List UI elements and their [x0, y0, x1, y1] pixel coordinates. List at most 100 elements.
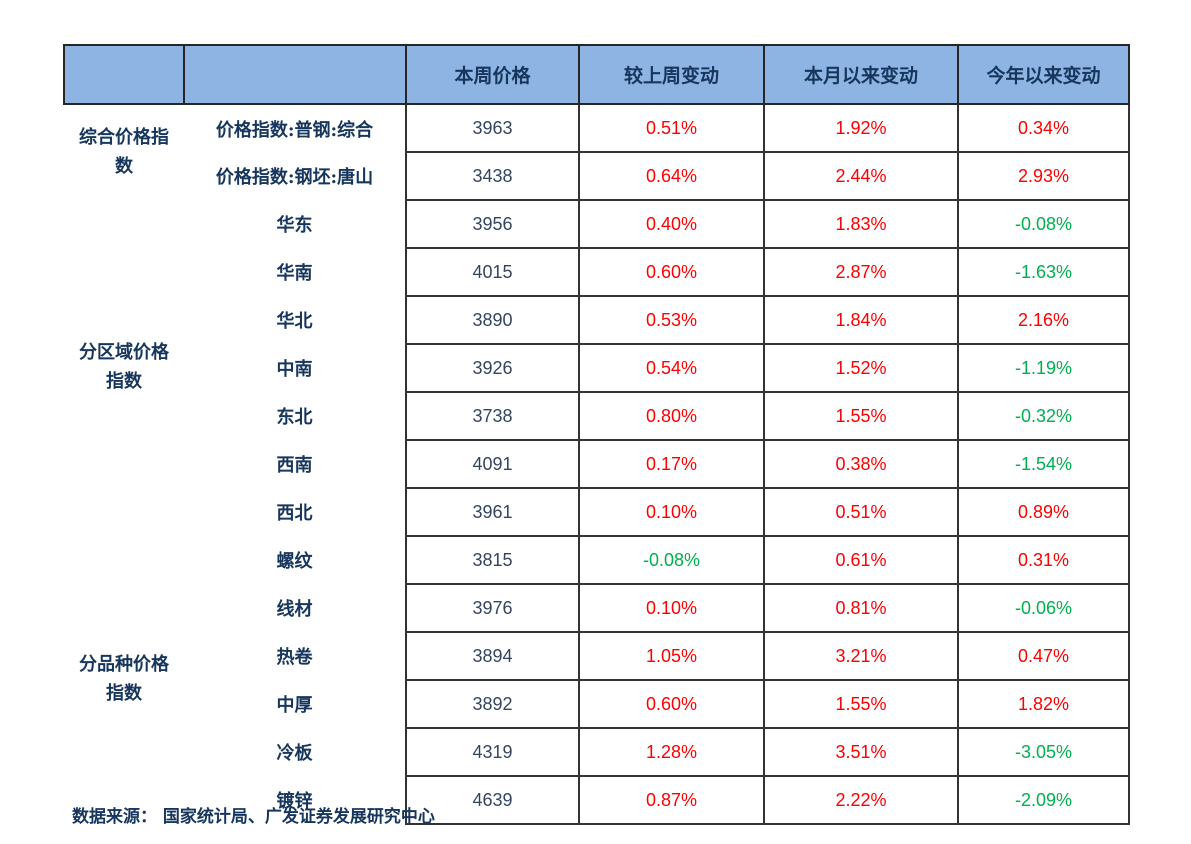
price-index-table-body: 综合价格指数 价格指数:普钢:综合 3963 0.51% 1.92% 0.34% 价格指数:… — [64, 103, 1130, 825]
wow-change-cell: -0.08% — [578, 535, 765, 585]
item-label-cell: 华东 — [276, 215, 313, 236]
wow-change-cell: 1.28% — [578, 727, 765, 777]
wow-change-cell: 0.17% — [578, 439, 765, 489]
ytd-change-cell: 0.31% — [957, 535, 1130, 585]
item-label-cell: 华北 — [276, 311, 313, 332]
item-label-cell: 冷板 — [276, 743, 313, 764]
table-header: 本周价格 较上周变动 本月以来变动 今年以来变动 — [63, 44, 1130, 105]
header-row: 本周价格 较上周变动 本月以来变动 今年以来变动 — [63, 44, 1130, 105]
week-price-cell: 3738 — [405, 391, 580, 441]
table-row: 华南 4015 0.60% 2.87% -1.63% — [64, 247, 1130, 297]
wow-change-cell: 0.54% — [578, 343, 765, 393]
mtd-change-cell: 0.51% — [763, 487, 959, 537]
mtd-change-cell: 2.44% — [763, 151, 959, 201]
table-row: 价格指数:钢坯:唐山 3438 0.64% 2.44% 2.93% — [64, 151, 1130, 201]
header-cell-blank-group — [63, 44, 185, 105]
item-label-cell: 镀锌 — [276, 791, 313, 812]
ytd-change-cell: -3.05% — [957, 727, 1130, 777]
item-label-cell: 西南 — [276, 455, 313, 476]
ytd-change-cell: 2.16% — [957, 295, 1130, 345]
group-label-cell: 综合价格指数 — [64, 104, 184, 200]
wow-change-cell: 0.10% — [578, 583, 765, 633]
price-index-table-wrap: 本周价格 较上周变动 本月以来变动 今年以来变动 综合价格指数 价格指数:普钢:综… — [63, 44, 1130, 825]
table-row: 线材 3976 0.10% 0.81% -0.06% — [64, 583, 1130, 633]
week-price-cell: 3961 — [405, 487, 580, 537]
week-price-cell: 4091 — [405, 439, 580, 489]
week-price-cell: 3890 — [405, 295, 580, 345]
header-cell-wow-change: 较上周变动 — [578, 44, 765, 105]
mtd-change-cell: 1.83% — [763, 199, 959, 249]
mtd-change-cell: 3.21% — [763, 631, 959, 681]
week-price-cell: 4319 — [405, 727, 580, 777]
wow-change-cell: 1.05% — [578, 631, 765, 681]
table-row: 西北 3961 0.10% 0.51% 0.89% — [64, 487, 1130, 537]
week-price-cell: 3815 — [405, 535, 580, 585]
ytd-change-cell: -1.54% — [957, 439, 1130, 489]
week-price-cell: 3956 — [405, 199, 580, 249]
table-row: 冷板 4319 1.28% 3.51% -3.05% — [64, 727, 1130, 777]
table-row: 分品种价格指数 螺纹 3815 -0.08% 0.61% 0.31% — [64, 535, 1130, 704]
mtd-change-cell: 2.22% — [763, 775, 959, 825]
item-label-cell: 西北 — [276, 503, 313, 524]
week-price-cell: 4015 — [405, 247, 580, 297]
item-label-cell: 中南 — [276, 359, 313, 380]
table-row: 西南 4091 0.17% 0.38% -1.54% — [64, 439, 1130, 489]
header-cell-blank-item — [183, 44, 407, 105]
mtd-change-cell: 0.61% — [763, 535, 959, 585]
table-row: 镀锌 4639 0.87% 2.22% -2.09% — [64, 775, 1130, 825]
item-label-cell: 螺纹 — [276, 551, 313, 572]
mtd-change-cell: 1.84% — [763, 295, 959, 345]
table-row: 热卷 3894 1.05% 3.21% 0.47% — [64, 631, 1130, 681]
mtd-change-cell: 2.87% — [763, 247, 959, 297]
wow-change-cell: 0.10% — [578, 487, 765, 537]
price-index-table: 本周价格 较上周变动 本月以来变动 今年以来变动 综合价格指数 价格指数:普钢:综… — [63, 44, 1130, 825]
ytd-change-cell: -2.09% — [957, 775, 1130, 825]
ytd-change-cell: -0.32% — [957, 391, 1130, 441]
table-row: 华北 3890 0.53% 1.84% 2.16% — [64, 295, 1130, 345]
item-label-cell: 价格指数:钢坯:唐山 — [215, 167, 374, 188]
ytd-change-cell: -1.63% — [957, 247, 1130, 297]
table-row: 分区域价格指数 华东 3956 0.40% 1.83% -0.08% — [64, 199, 1130, 392]
week-price-cell: 3894 — [405, 631, 580, 681]
wow-change-cell: 0.40% — [578, 199, 765, 249]
wow-change-cell: 0.80% — [578, 391, 765, 441]
week-price-cell: 3976 — [405, 583, 580, 633]
item-label-cell: 线材 — [276, 599, 313, 620]
wow-change-cell: 0.64% — [578, 151, 765, 201]
header-cell-week-price: 本周价格 — [405, 44, 580, 105]
week-price-cell: 3892 — [405, 679, 580, 729]
mtd-change-cell: 1.52% — [763, 343, 959, 393]
group-label-cell: 分品种价格指数 — [64, 536, 184, 824]
mtd-change-cell: 1.92% — [763, 103, 959, 153]
wow-change-cell: 0.60% — [578, 247, 765, 297]
header-cell-mtd-change: 本月以来变动 — [763, 44, 959, 105]
table-row: 中南 3926 0.54% 1.52% -1.19% — [64, 343, 1130, 393]
wow-change-cell: 0.53% — [578, 295, 765, 345]
table-row: 综合价格指数 价格指数:普钢:综合 3963 0.51% 1.92% 0.34% — [64, 103, 1130, 177]
ytd-change-cell: 0.34% — [957, 103, 1130, 153]
ytd-change-cell: 1.82% — [957, 679, 1130, 729]
data-source-note: 数据来源： 国家统计局、广发证券发展研究中心 — [72, 807, 435, 827]
item-label-cell: 价格指数:普钢:综合 — [215, 119, 374, 141]
ytd-change-cell: -0.06% — [957, 583, 1130, 633]
item-label-cell: 中厚 — [276, 695, 313, 716]
mtd-change-cell: 1.55% — [763, 391, 959, 441]
wow-change-cell: 0.60% — [578, 679, 765, 729]
mtd-change-cell: 3.51% — [763, 727, 959, 777]
header-cell-ytd-change: 今年以来变动 — [957, 44, 1130, 105]
group-label: 分品种价格指数 — [79, 654, 169, 704]
week-price-cell: 3963 — [405, 103, 580, 153]
week-price-cell: 4639 — [405, 775, 580, 825]
mtd-change-cell: 0.81% — [763, 583, 959, 633]
item-label-cell: 热卷 — [276, 647, 313, 668]
ytd-change-cell: 0.89% — [957, 487, 1130, 537]
item-label-cell: 东北 — [276, 407, 313, 428]
ytd-change-cell: 0.47% — [957, 631, 1130, 681]
wow-change-cell: 0.87% — [578, 775, 765, 825]
group-label: 综合价格指数 — [79, 126, 169, 177]
group-label-cell: 分区域价格指数 — [64, 200, 184, 536]
mtd-change-cell: 1.55% — [763, 679, 959, 729]
week-price-cell: 3926 — [405, 343, 580, 393]
group-label: 分区域价格指数 — [79, 342, 169, 392]
